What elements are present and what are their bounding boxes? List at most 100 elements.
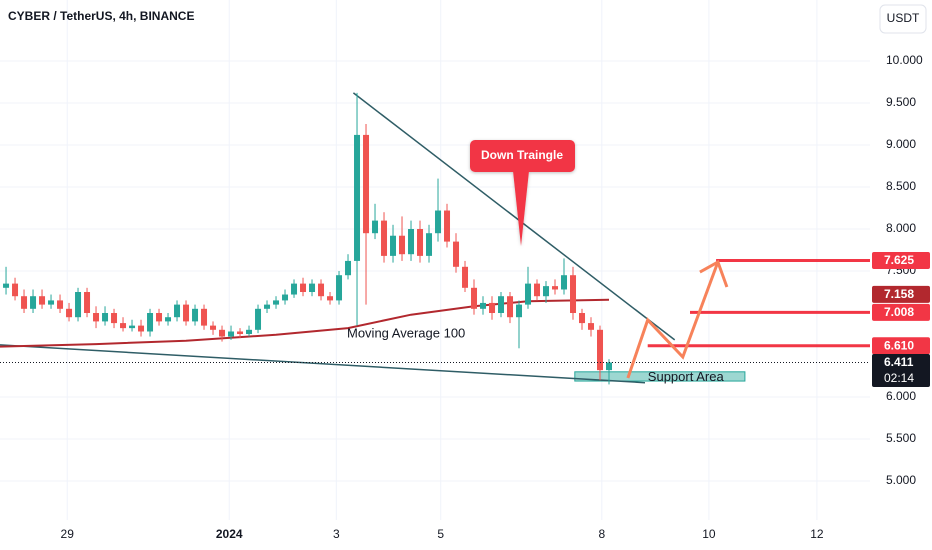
candle-body	[525, 283, 532, 305]
candle-body	[543, 286, 550, 297]
x-tick-label: 5	[437, 527, 444, 541]
candle-body	[147, 313, 154, 332]
callout-text: Down Traingle	[481, 148, 563, 162]
level-tag-box	[872, 252, 930, 270]
candle-body	[93, 313, 100, 322]
candle-body	[210, 325, 217, 330]
x-tick-label: 12	[810, 527, 824, 541]
countdown: 02:14	[884, 371, 914, 385]
candle-body	[102, 313, 109, 322]
candle-body	[354, 134, 361, 261]
candle-body	[21, 296, 28, 309]
y-tick-label: 5.000	[886, 473, 916, 487]
candle-body	[471, 287, 478, 309]
candle-body	[570, 275, 577, 314]
level-tag: 6.610	[884, 338, 914, 352]
candle-body	[48, 300, 55, 305]
candle-body	[219, 329, 226, 337]
candle-body	[462, 266, 469, 288]
candle-body	[111, 313, 118, 324]
callout-pointer	[513, 171, 529, 246]
candle-body	[84, 292, 91, 314]
candle-body	[138, 325, 145, 332]
candle-body	[444, 210, 451, 242]
ma-tag-box	[872, 285, 930, 303]
candle-body	[282, 294, 289, 301]
candle-body	[39, 296, 46, 305]
level-tag: 7.625	[884, 253, 914, 267]
candle-body	[390, 235, 397, 256]
last-price-tag: 6.411	[884, 355, 914, 369]
candle-body	[12, 283, 19, 297]
ma-tag: 7.158	[884, 287, 914, 301]
candle-body	[255, 308, 262, 330]
trendline	[0, 344, 646, 384]
candle-body	[291, 283, 298, 295]
candle-body	[57, 300, 64, 309]
candle-body	[129, 325, 136, 329]
y-tick-label: 9.000	[886, 137, 916, 151]
candle-body	[75, 292, 82, 318]
candle-body	[201, 308, 208, 326]
candle-body	[552, 286, 559, 290]
candle-body	[183, 304, 190, 322]
candle-body	[336, 275, 343, 301]
ma-label: Moving Average 100	[347, 325, 465, 340]
candle-body	[327, 296, 334, 301]
candle-body	[30, 296, 37, 309]
projection-path	[626, 261, 720, 379]
candle-body	[66, 308, 73, 318]
chart-title: CYBER / TetherUS, 4h, BINANCE	[8, 9, 194, 23]
candle-body	[237, 331, 244, 335]
candle-body	[381, 220, 388, 256]
candle-body	[534, 283, 541, 297]
candle-body	[453, 241, 460, 267]
candle-body	[408, 229, 415, 255]
level-tag-box	[872, 303, 930, 321]
candle-body	[606, 362, 613, 371]
y-tick-label: 9.500	[886, 95, 916, 109]
currency: USDT	[887, 11, 920, 25]
candle-body	[246, 329, 253, 335]
candle-body	[417, 229, 424, 256]
candle-body	[273, 300, 280, 305]
candle-body	[300, 283, 307, 293]
projection-arrowhead	[699, 259, 729, 288]
candle-body	[435, 210, 442, 234]
y-tick-label: 6.000	[886, 389, 916, 403]
candle-body	[480, 302, 487, 309]
currency-box[interactable]	[879, 4, 927, 34]
level-tag-box	[872, 337, 930, 355]
candle-body	[372, 220, 379, 234]
candle-body	[264, 304, 271, 309]
candle-body	[309, 283, 316, 293]
candle-body	[120, 323, 127, 329]
level-tag: 7.008	[884, 305, 914, 319]
callout	[470, 140, 575, 246]
candle-body	[498, 296, 505, 314]
candle-body	[165, 317, 172, 322]
candle-body	[597, 329, 604, 371]
candle-body	[318, 283, 325, 297]
support-area	[574, 371, 746, 382]
x-tick-label: 8	[598, 527, 605, 541]
candle-body	[588, 323, 595, 330]
x-tick-label: 29	[61, 527, 75, 541]
support-label: Support Area	[648, 369, 725, 384]
candle-body	[426, 233, 433, 256]
candle-body	[579, 313, 586, 324]
candle-body	[228, 331, 235, 337]
y-tick-label: 10.000	[886, 53, 923, 67]
x-tick-label: 2024	[216, 527, 243, 541]
y-tick-label: 8.000	[886, 221, 916, 235]
candle-body	[174, 304, 181, 318]
y-tick-label: 8.500	[886, 179, 916, 193]
trendline	[352, 92, 676, 341]
callout-box	[470, 140, 575, 172]
candle-body	[489, 302, 496, 314]
candle-body	[3, 283, 10, 288]
candle-body	[192, 308, 199, 322]
candle-body	[516, 304, 523, 318]
